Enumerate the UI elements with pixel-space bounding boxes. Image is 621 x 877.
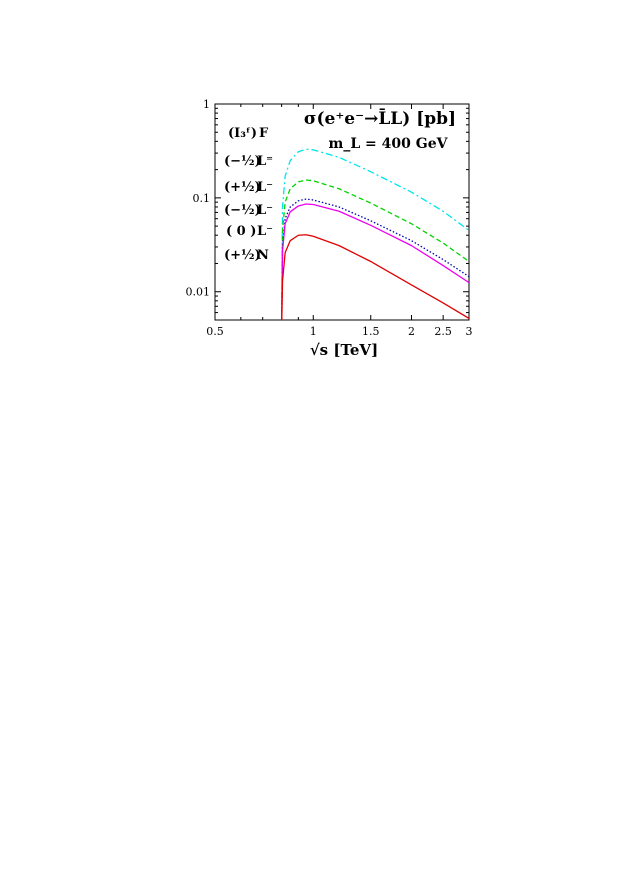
x-tick-label: 1.5: [362, 325, 380, 338]
legend-header-particle: F: [259, 126, 269, 141]
series-line-5: [281, 234, 469, 320]
legend-i3-3: (−½): [224, 203, 261, 218]
x-tick-label: 1: [310, 325, 317, 338]
legend-i3-1: (−½): [224, 154, 261, 169]
series-line-2: [281, 179, 469, 320]
series-layer: [281, 148, 469, 320]
legend-particle-3: L⁻: [257, 203, 273, 218]
chart-subtitle: m_L = 400 GeV: [329, 136, 449, 152]
y-tick-label: 1: [203, 98, 210, 111]
legend-i3-2: (+½): [224, 180, 261, 195]
legend-i3-4: ( 0 ): [226, 224, 256, 239]
legend-header-i3: (I₃ᶠ): [228, 126, 257, 141]
series-line-4: [281, 203, 469, 320]
x-tick-label: 0.5: [206, 325, 224, 338]
x-tick-label: 3: [466, 325, 473, 338]
legend-i3-5: (+½): [224, 248, 261, 263]
legend-particle-4: L⁻: [257, 224, 273, 239]
legend-particle-5: N: [257, 248, 269, 263]
x-axis-ticks: 0.5 1 1.5 2 2.5 3: [206, 104, 473, 338]
chart-title: σ(e⁺e⁻→L̄L) [pb]: [304, 108, 456, 129]
y-axis-ticks: 0.01 0.1 1: [186, 98, 469, 321]
legend: (I₃ᶠ) F (−½) L⁼ (+½) L⁻ (−½) L⁻ ( 0 ) L⁻…: [224, 126, 273, 263]
legend-particle-1: L⁼: [257, 154, 273, 169]
series-line-1: [281, 148, 469, 320]
x-axis-title: √s [TeV]: [310, 341, 378, 359]
y-tick-label: 0.1: [193, 192, 211, 205]
legend-particle-2: L⁻: [257, 180, 273, 195]
x-tick-label: 2: [408, 325, 415, 338]
y-tick-label: 0.01: [186, 286, 211, 299]
x-tick-label: 2.5: [434, 325, 452, 338]
